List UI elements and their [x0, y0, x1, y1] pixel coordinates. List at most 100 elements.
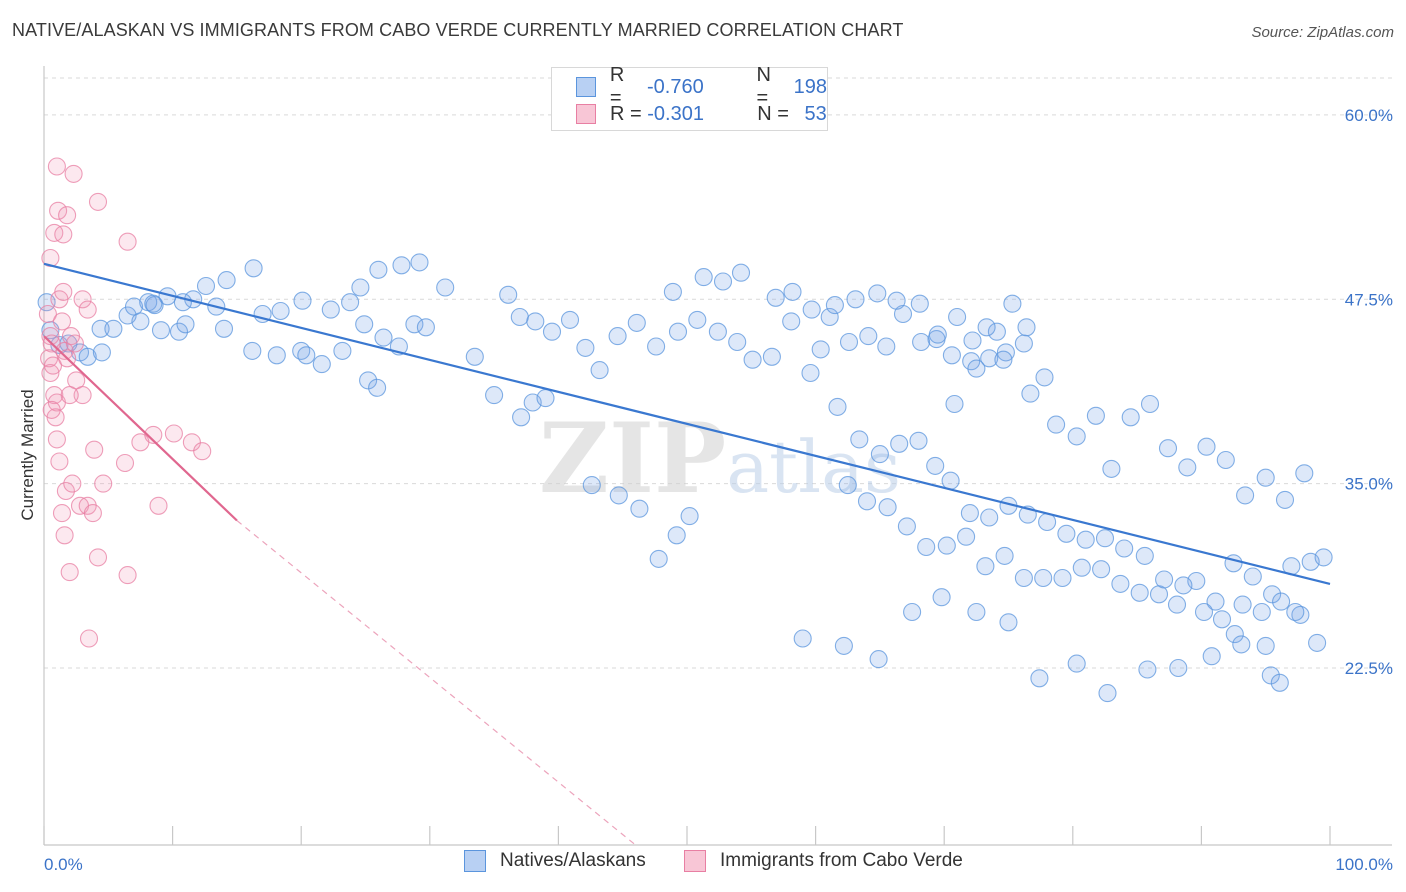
legend-r-value: -0.760: [647, 75, 704, 98]
point-cabo-verde: [94, 474, 113, 493]
point-natives: [793, 629, 812, 648]
point-natives: [1236, 486, 1255, 505]
point-natives: [668, 322, 688, 341]
point-natives: [708, 322, 727, 341]
point-cabo-verde: [83, 504, 102, 523]
point-natives: [688, 310, 707, 329]
series-swatch-pink: [684, 850, 706, 872]
point-natives: [1256, 468, 1275, 487]
point-natives: [994, 350, 1013, 369]
point-natives: [1270, 673, 1289, 692]
point-cabo-verde: [144, 425, 163, 444]
point-natives: [834, 636, 853, 655]
point-natives: [869, 650, 888, 669]
point-natives: [887, 291, 906, 310]
point-natives: [825, 296, 844, 315]
point-natives: [1034, 568, 1053, 588]
point-natives: [145, 296, 164, 315]
point-natives: [1194, 602, 1214, 622]
point-natives: [783, 282, 802, 301]
point-natives: [912, 332, 931, 352]
point-natives: [1202, 647, 1221, 666]
point-cabo-verde: [50, 452, 69, 471]
point-natives: [1275, 490, 1295, 509]
point-natives: [1314, 548, 1333, 567]
point-natives: [405, 315, 424, 334]
point-natives: [1216, 450, 1235, 470]
legend-n-label: N =: [756, 64, 771, 109]
legend-swatch-pink: [576, 104, 596, 124]
trend-line-cabo-verde: [43, 335, 238, 522]
point-natives: [999, 613, 1018, 632]
point-natives: [609, 486, 628, 505]
point-natives: [1232, 635, 1251, 654]
point-natives: [351, 278, 370, 297]
point-cabo-verde: [43, 356, 63, 375]
point-cabo-verde: [60, 563, 79, 582]
series-legend-label: Natives/Alaskans: [500, 850, 646, 871]
series-swatch-blue: [464, 850, 486, 872]
point-natives: [967, 359, 986, 378]
source-label: Source: ZipAtlas.com: [1251, 24, 1394, 41]
point-natives: [244, 259, 263, 278]
y-tick-label: 47.5%: [1345, 290, 1393, 309]
point-natives: [1130, 583, 1149, 602]
point-natives: [630, 499, 649, 518]
point-natives: [976, 557, 995, 576]
watermark: ZIPatlas: [539, 402, 901, 515]
point-cabo-verde: [193, 442, 212, 461]
point-natives: [917, 537, 936, 557]
point-natives: [499, 285, 518, 304]
point-natives: [169, 322, 189, 341]
point-natives: [878, 498, 897, 517]
point-cabo-verde: [149, 496, 168, 515]
y-axis-title: Currently Married: [18, 389, 37, 520]
point-natives: [1155, 570, 1174, 589]
point-cabo-verde: [118, 566, 137, 585]
point-cabo-verde: [47, 430, 66, 449]
point-natives: [341, 293, 360, 312]
point-natives: [214, 319, 234, 338]
point-cabo-verde: [79, 629, 99, 648]
point-natives: [1017, 318, 1036, 337]
point-natives: [92, 343, 111, 362]
point-natives: [987, 322, 1006, 341]
point-natives: [1111, 574, 1130, 593]
point-natives: [1095, 529, 1115, 548]
point-natives: [293, 291, 312, 310]
point-cabo-verde: [55, 526, 74, 545]
point-natives: [1067, 427, 1086, 446]
point-natives: [312, 355, 331, 374]
point-natives: [811, 340, 830, 359]
point-natives: [859, 327, 878, 346]
point-natives: [1072, 558, 1091, 577]
point-natives: [957, 527, 976, 546]
legend-r-value: -0.301: [647, 102, 704, 125]
point-natives: [78, 347, 97, 366]
point-natives: [1167, 595, 1187, 614]
point-natives: [526, 312, 545, 331]
point-natives: [801, 363, 820, 383]
point-natives: [932, 588, 951, 607]
series-legend-cabo-verde: Immigrants from Cabo Verde: [684, 850, 963, 872]
point-natives: [1256, 636, 1275, 655]
point-natives: [647, 337, 666, 356]
point-natives: [868, 284, 887, 303]
y-tick-label: 22.5%: [1345, 659, 1393, 678]
point-natives: [743, 350, 762, 369]
point-natives: [1102, 459, 1121, 478]
point-natives: [321, 300, 340, 319]
point-natives: [713, 272, 733, 291]
point-natives: [560, 310, 580, 329]
point-natives: [1233, 595, 1252, 614]
point-cabo-verde: [115, 453, 135, 473]
point-natives: [948, 307, 967, 327]
point-natives: [663, 282, 682, 301]
point-natives: [728, 332, 747, 352]
point-natives: [1174, 576, 1193, 595]
point-cabo-verde: [45, 223, 64, 242]
series-legend-label: Immigrants from Cabo Verde: [720, 850, 963, 871]
legend-r-label: R =: [609, 64, 625, 109]
point-natives: [359, 371, 378, 390]
trend-line-cabo-verde-extension: [236, 520, 636, 846]
